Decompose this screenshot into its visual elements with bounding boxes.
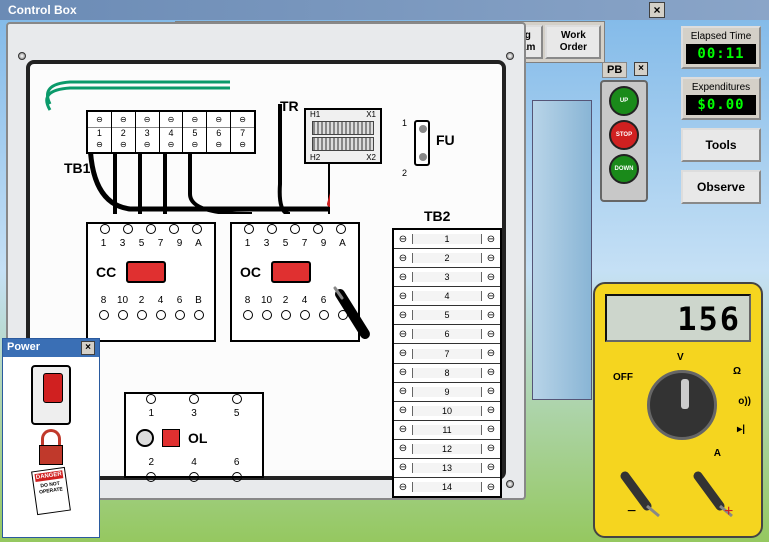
terminal-block-1[interactable]: ⊖1⊖⊖2⊖⊖3⊖⊖4⊖⊖5⊖⊖6⊖⊖7⊖ (86, 110, 256, 154)
tr-label: TR (280, 98, 299, 114)
tb1-terminal[interactable]: ⊖5⊖ (183, 112, 207, 152)
tb2-terminal[interactable]: ⊖3⊖ (394, 268, 500, 287)
fuse[interactable] (414, 120, 430, 166)
pb-down-button[interactable]: DOWN (609, 154, 639, 184)
transformer[interactable]: H1 X1 H2 X2 (304, 108, 382, 164)
work-order-button[interactable]: Work Order (545, 25, 601, 59)
tb2-terminal[interactable]: ⊖6⊖ (394, 325, 500, 344)
fu-pin1: 1 (402, 118, 407, 128)
tb2-terminal[interactable]: ⊖2⊖ (394, 249, 500, 268)
screw-icon (506, 480, 514, 488)
tb1-terminal[interactable]: ⊖2⊖ (112, 112, 136, 152)
padlock-icon[interactable] (37, 429, 65, 465)
tb2-terminal[interactable]: ⊖14⊖ (394, 478, 500, 496)
tb1-terminal[interactable]: ⊖3⊖ (136, 112, 160, 152)
meter-rotary-dial[interactable] (647, 370, 717, 440)
tools-button[interactable]: Tools (681, 128, 761, 162)
tb2-terminal[interactable]: ⊖8⊖ (394, 364, 500, 383)
power-title: Power (7, 341, 40, 355)
screw-icon (18, 52, 26, 60)
pb-up-button[interactable]: UP (609, 86, 639, 116)
lockout-tag: DANGER DO NOT OPERATE (31, 467, 71, 515)
tb1-terminal[interactable]: ⊖1⊖ (88, 112, 112, 152)
expend-label: Expenditures (686, 82, 756, 93)
meter-a-label: A (714, 448, 721, 459)
expenditures-box: Expenditures $0.00 (681, 77, 761, 120)
ol-dial-icon[interactable] (136, 429, 154, 447)
tb2-terminal[interactable]: ⊖10⊖ (394, 402, 500, 421)
elapsed-label: Elapsed Time (686, 31, 756, 42)
tr-pin: X1 (366, 110, 376, 119)
meter-diode-label: ▸| (737, 424, 745, 435)
ol-label: OL (188, 430, 207, 446)
tb1-terminal[interactable]: ⊖7⊖ (231, 112, 254, 152)
garage-door (532, 100, 592, 400)
meter-display: 156 (605, 294, 751, 342)
power-window: Power × DANGER DO NOT OPERATE (2, 338, 100, 538)
tb2-terminal[interactable]: ⊖5⊖ (394, 306, 500, 325)
meter-probe-black-icon[interactable] (330, 284, 380, 354)
meter-v-label: V (677, 352, 684, 363)
elapsed-value: 00:11 (686, 44, 756, 64)
overload-relay[interactable]: 135 OL 246 (124, 392, 264, 478)
close-button[interactable]: × (649, 2, 665, 18)
screw-icon (506, 52, 514, 60)
tb2-terminal[interactable]: ⊖4⊖ (394, 287, 500, 306)
pb-close-button[interactable]: × (634, 62, 648, 76)
contactor-cc[interactable]: 13579A CC 810246B (86, 222, 216, 342)
window-title: Control Box (8, 3, 77, 17)
tr-pin: H2 (310, 153, 320, 162)
meter-probe-neg[interactable]: − (617, 468, 667, 518)
meter-off-label: OFF (613, 372, 633, 383)
tb2-terminal[interactable]: ⊖7⊖ (394, 344, 500, 363)
tb2-label: TB2 (424, 208, 450, 224)
fu-pin2: 2 (402, 168, 407, 178)
meter-ohm-label: Ω (733, 366, 741, 377)
tr-pin: H1 (310, 110, 320, 119)
tb2-terminal[interactable]: ⊖11⊖ (394, 421, 500, 440)
right-panel: Elapsed Time 00:11 Expenditures $0.00 To… (681, 26, 761, 212)
tb2-terminal[interactable]: ⊖13⊖ (394, 459, 500, 478)
terminal-block-2[interactable]: ⊖1⊖⊖2⊖⊖3⊖⊖4⊖⊖5⊖⊖6⊖⊖7⊖⊖8⊖⊖9⊖⊖10⊖⊖11⊖⊖12⊖⊖… (392, 228, 502, 498)
meter-probe-pos[interactable]: + (690, 468, 740, 518)
elapsed-time-box: Elapsed Time 00:11 (681, 26, 761, 69)
cc-label: CC (96, 264, 116, 280)
tb1-terminal[interactable]: ⊖6⊖ (207, 112, 231, 152)
observe-button[interactable]: Observe (681, 170, 761, 204)
ol-reset-icon[interactable] (162, 429, 180, 447)
pb-title: PB (602, 62, 627, 78)
switch-handle-icon (43, 373, 63, 403)
tb1-terminal[interactable]: ⊖4⊖ (160, 112, 184, 152)
multimeter[interactable]: 156 OFF V Ω o)) ▸| A − + (593, 282, 763, 538)
svg-text:−: − (627, 503, 636, 518)
tr-coil-icon (312, 137, 374, 151)
tr-coil-icon (312, 121, 374, 135)
relay-icon (271, 261, 311, 283)
meter-dial-area: OFF V Ω o)) ▸| A (605, 352, 751, 462)
oc-label: OC (240, 264, 261, 280)
meter-sound-label: o)) (738, 396, 751, 407)
power-titlebar: Power × (3, 339, 99, 357)
tb1-label: TB1 (64, 160, 90, 176)
fu-label: FU (436, 132, 455, 148)
expend-value: $0.00 (686, 95, 756, 115)
power-close-button[interactable]: × (81, 341, 95, 355)
tr-pin: X2 (366, 153, 376, 162)
tb2-terminal[interactable]: ⊖12⊖ (394, 440, 500, 459)
tb2-terminal[interactable]: ⊖1⊖ (394, 230, 500, 249)
relay-icon (126, 261, 166, 283)
svg-text:+: + (724, 503, 733, 518)
tb2-terminal[interactable]: ⊖9⊖ (394, 383, 500, 402)
pushbutton-station: UP STOP DOWN (600, 80, 648, 202)
pb-stop-button[interactable]: STOP (609, 120, 639, 150)
disconnect-switch[interactable] (31, 365, 71, 425)
